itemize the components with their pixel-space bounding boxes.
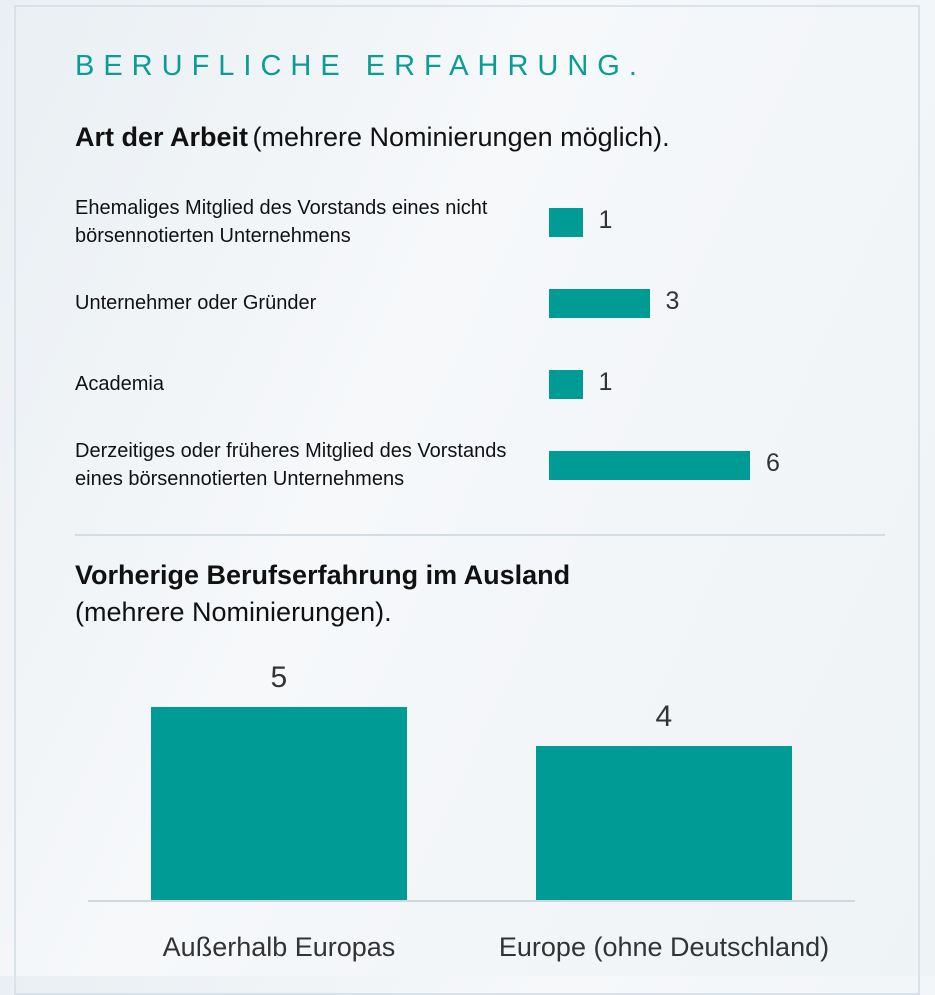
chart-title: Art der Arbeit — [75, 122, 249, 152]
bar — [151, 707, 407, 900]
bar — [549, 369, 583, 399]
chart-subtitle: (mehrere Nominierungen). — [75, 597, 392, 627]
value-label: 4 — [655, 699, 673, 733]
category-label: Ehemaliges Mitglied des Vorstands eines … — [75, 197, 488, 247]
bar — [549, 450, 750, 480]
value-label: 1 — [598, 368, 613, 396]
category-label: Außerhalb Europas — [162, 932, 396, 962]
category-label: Unternehmer oder Gründer — [75, 292, 317, 314]
axis-line — [88, 900, 855, 902]
category-label: Academia — [75, 373, 164, 395]
bar — [549, 207, 583, 237]
category-label: Europe (ohne Deutschland) — [498, 932, 830, 962]
chart-title-row: Art der Arbeit (mehrere Nominierungen mö… — [75, 122, 670, 153]
value-label: 6 — [766, 449, 780, 477]
value-label: 5 — [270, 661, 288, 694]
chart-title: Vorherige Berufserfahrung im Ausland — [75, 560, 571, 590]
heading: BERUFLICHE ERFAHRUNG. — [75, 50, 646, 82]
bar — [549, 288, 650, 318]
category-label: Derzeitiges oder früheres Mitglied des V… — [75, 440, 507, 490]
divider — [75, 534, 885, 536]
bar — [536, 745, 792, 900]
value-label: 3 — [665, 287, 680, 315]
value-label: 1 — [598, 206, 613, 234]
chart-subtitle: (mehrere Nominierungen möglich). — [252, 122, 670, 152]
